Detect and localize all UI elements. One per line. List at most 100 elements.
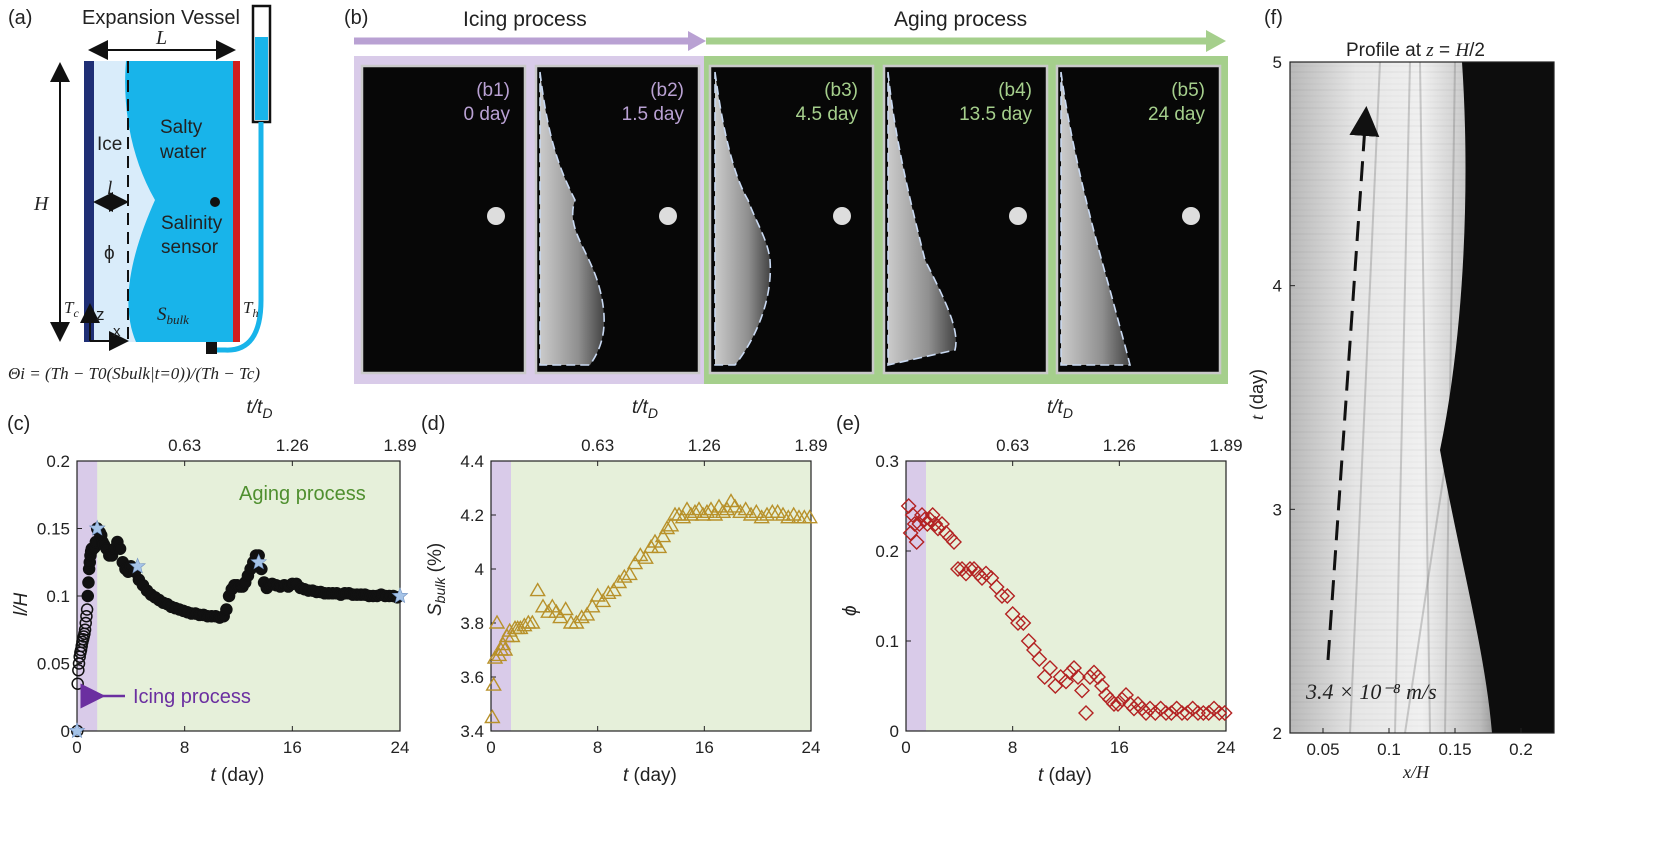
chart-d-ytick-label: 3.4 (460, 722, 484, 741)
chart-d-point (654, 528, 672, 543)
profile-title: Profile at z = H/2 (1346, 40, 1485, 61)
chart-d-point (552, 609, 569, 624)
chart-e-panel-label: (e) (836, 413, 860, 435)
chart-e-point (1015, 615, 1032, 631)
chart-d-point (488, 614, 506, 629)
hose-connector (206, 342, 217, 354)
chart-e-point (994, 588, 1010, 604)
ice-thickness-label: l (107, 178, 112, 199)
panel-f-ytick-label: 4 (1273, 277, 1282, 296)
chart-d-toptick-label: 0.63 (581, 436, 614, 455)
chart-d-panel-label: (d) (421, 413, 445, 435)
sensor-label-1: Salinity (161, 213, 223, 234)
porosity-label: ϕ (104, 243, 115, 264)
chart-d-point (748, 503, 765, 518)
chart-e-point (908, 534, 925, 550)
chart-d-frame (490, 460, 812, 732)
chart-d-point (578, 606, 596, 621)
salty-label-1: Salty (160, 117, 203, 138)
chart-d-point (594, 593, 612, 608)
frame-3-sensor-glint (833, 207, 851, 225)
chart-d-point (637, 549, 654, 564)
hot-wall (233, 61, 240, 342)
frame-5-id: (b5) (1171, 80, 1205, 101)
chart-e-point (1174, 705, 1190, 721)
chart-e-ytick-label: 0.1 (875, 632, 899, 651)
chart-e-xlabel: t (day) (1038, 765, 1092, 786)
chart-d-top-axis-label: t/tD (632, 397, 658, 421)
dark-water-region (1440, 62, 1554, 733)
frame-strip: (b1) 0 day (b2) 1.5 day (b3) 4.5 day (b4) 13.5 … (360, 64, 1222, 375)
panel-f-xtick-label: 0.2 (1509, 740, 1533, 759)
chart-c-aging-annotation: Aging process (239, 483, 366, 505)
chart-e-point (950, 561, 966, 577)
space-time-streaks (1290, 61, 1554, 734)
frame-2-ice-front (539, 71, 605, 366)
panel-f-xlabel: x/H (1402, 762, 1430, 782)
chart-e-point (1114, 691, 1130, 708)
icing-process-title: Icing process (463, 8, 587, 31)
chart-c-point (79, 616, 92, 630)
aging-process-title: Aging process (894, 8, 1027, 31)
chart-c-snapshot-star (68, 722, 86, 739)
chart-d-point (524, 614, 541, 629)
frame-4-id: (b4) (998, 80, 1032, 101)
chart-d-point (780, 509, 797, 524)
chart-c-toptick-label: 0.63 (168, 436, 201, 455)
chart-e-point (1062, 664, 1078, 681)
chart-d-ytick-label: 3.6 (460, 668, 484, 687)
aging-arrow-head (1206, 30, 1226, 52)
chart-e-point (1082, 669, 1098, 685)
panel-a: (a) Expansion Vessel L H l Ice ϕ Salty w… (8, 4, 272, 383)
panel-f-xtick-label: 0.05 (1306, 740, 1339, 759)
th-label: Th (243, 298, 258, 320)
time-series-charts: (c) 0 8 16 24 0 0.05 0.1 0.15 0.2 0.63 1.26 1.89 t/tD… (7, 397, 1243, 786)
chart-c-point (82, 576, 95, 589)
chart-e-frame (905, 460, 1227, 732)
chart-e-ylabel: ϕ (840, 605, 861, 616)
frame-2-sensor-glint (659, 207, 677, 225)
salinity-sensor-dot (210, 197, 220, 207)
chart-c-snapshot-star (250, 553, 268, 570)
panel-b-label: (b) (344, 7, 368, 29)
height-label: H (33, 193, 50, 215)
chart-d-point (557, 601, 574, 616)
chart-c-point (78, 623, 92, 636)
chart-d-point (658, 520, 676, 535)
chart-e-point (930, 520, 946, 537)
panel-f-frame (1289, 61, 1555, 734)
chart-e-point (1110, 696, 1126, 712)
icing-arrow-head (688, 31, 706, 51)
chart-d-point (621, 566, 638, 581)
tc-label: Tc (64, 298, 79, 320)
frame-2-time: 1.5 day (622, 104, 685, 125)
chart-d-point (485, 676, 502, 691)
x-label: x (113, 323, 121, 340)
front-velocity-label: 3.4 × 10⁻⁸ m/s (1305, 679, 1437, 704)
chart-e-point (1147, 705, 1164, 721)
width-label: L (155, 27, 167, 49)
chart-e-point (916, 511, 933, 528)
chart-c-icing-annotation: Icing process (133, 686, 251, 708)
chart-d-point (801, 509, 818, 524)
chart-c-xtick-label: 24 (391, 738, 410, 757)
panel-f: (f) Profile at z = H/2 3.4 × 10⁻⁸ m/s 0.… (1247, 7, 1555, 782)
chart-e-point (1211, 705, 1228, 721)
panel-f-ytick-label: 3 (1273, 500, 1282, 519)
chart-d-xtick-label: 8 (593, 738, 602, 757)
connection-hose (214, 122, 264, 353)
chart-c-ylabel: l/H (11, 593, 32, 617)
chart-e-xtick-label: 8 (1008, 738, 1017, 757)
chart-e-icing-shade (906, 461, 926, 731)
chart-c-toptick-label: 1.26 (276, 436, 309, 455)
chart-d-point (486, 649, 504, 664)
frame-5-ice-front (1060, 71, 1132, 366)
chart-d-point (600, 584, 617, 599)
chart-c-point (71, 677, 84, 690)
chart-e-ytick-label: 0 (890, 722, 899, 741)
chart-e-point (1010, 615, 1026, 631)
expansion-water (255, 37, 268, 120)
chart-c-point (81, 589, 95, 603)
front-velocity-arrow (1326, 106, 1380, 661)
